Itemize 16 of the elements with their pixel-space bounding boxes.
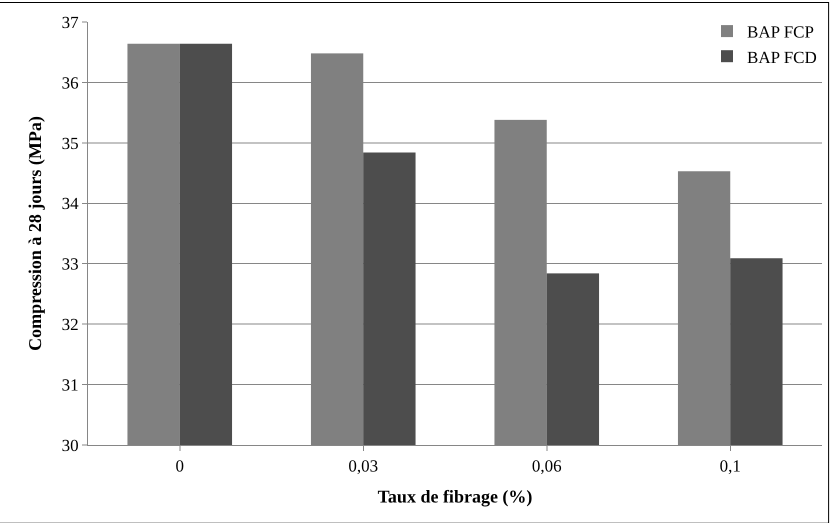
y-tick-label: 36 xyxy=(62,73,79,92)
y-tick-label: 32 xyxy=(62,315,79,334)
x-tick-label: 0 xyxy=(176,456,184,476)
x-tick-label: 0,06 xyxy=(532,456,562,476)
y-tick-label: 31 xyxy=(62,376,79,395)
x-tick-label: 0,1 xyxy=(720,456,741,476)
y-axis-title: Compression à 28 jours (MPa) xyxy=(24,116,45,351)
y-tick-label: 35 xyxy=(62,134,79,153)
y-tick-label: 37 xyxy=(62,12,80,32)
x-axis-title: Taux de fibrage (%) xyxy=(378,486,532,506)
y-tick-label: 34 xyxy=(62,194,80,214)
legend-label: BAP FCP xyxy=(747,22,814,42)
legend-label: BAP FCD xyxy=(747,48,817,67)
x-tick-label: 0,03 xyxy=(348,456,378,476)
y-tick-label: 33 xyxy=(62,254,79,274)
y-tick-label: 30 xyxy=(62,436,79,455)
